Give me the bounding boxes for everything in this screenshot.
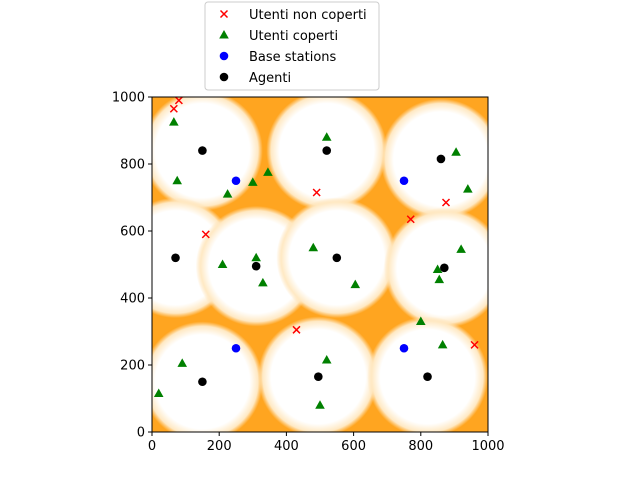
- agent-point: [332, 253, 342, 263]
- agent-point: [314, 372, 323, 382]
- covered-user-point: [308, 242, 319, 252]
- agent-point: [440, 263, 449, 273]
- y-tick-label: 200: [120, 359, 145, 374]
- agent-point: [436, 154, 446, 164]
- covered-user-point: [321, 354, 332, 364]
- x-tick-label: 1000: [471, 439, 504, 454]
- covered-user-point: [350, 279, 361, 289]
- x-tick-label: 0: [148, 439, 156, 454]
- plot-frame: [151, 96, 489, 433]
- legend-label-agents: Agenti: [249, 71, 291, 86]
- legend: Utenti non coperti Utenti coperti Base s…: [204, 1, 380, 91]
- covered-user-point: [169, 117, 179, 126]
- legend-marker-non-covered: [219, 9, 229, 19]
- non-covered-user-point: [169, 104, 178, 113]
- non-covered-user-point: [292, 325, 301, 334]
- y-tick-label: 800: [120, 158, 145, 173]
- covered-user-point: [416, 316, 426, 325]
- coverage-area: [380, 98, 488, 220]
- y-tick-label: 600: [120, 225, 145, 240]
- x-tick-label: 800: [408, 439, 433, 454]
- non-covered-user-point: [441, 198, 451, 207]
- points-layer: [153, 97, 479, 409]
- covered-user-point: [177, 358, 188, 367]
- non-covered-user-point: [406, 215, 415, 224]
- legend-marker-covered: [219, 30, 229, 39]
- agent-point: [322, 146, 332, 155]
- legend-box: [204, 1, 380, 91]
- covered-user-point: [321, 132, 332, 141]
- legend-marker-agents: [219, 72, 229, 82]
- covered-user-point: [263, 167, 273, 176]
- non-covered-user-point: [174, 97, 183, 105]
- non-covered-user-point: [470, 340, 479, 349]
- covered-user-point: [315, 400, 325, 409]
- covered-user-point: [153, 388, 164, 397]
- y-tick-label: 0: [137, 426, 145, 441]
- x-tick-label: 200: [207, 439, 232, 454]
- legend-marker-base-stations: [219, 51, 229, 61]
- covered-user-point: [437, 339, 448, 349]
- x-tick-label: 400: [274, 439, 299, 454]
- covered-user-point: [217, 259, 228, 268]
- non-covered-user-point: [312, 188, 321, 197]
- legend-label-covered: Utenti coperti: [249, 29, 338, 44]
- agent-point: [251, 261, 261, 271]
- axis-ticks: 0 200 400 600 800 1000 0 200 400 600 800 1000: [112, 91, 505, 455]
- legend-label-non-covered: Utenti non coperti: [249, 8, 367, 23]
- covered-user-point: [172, 175, 182, 185]
- covered-user-point: [432, 264, 443, 274]
- agent-point: [198, 377, 207, 387]
- agent-point: [423, 372, 432, 382]
- covered-user-point: [451, 147, 461, 156]
- agent-point: [171, 253, 180, 263]
- agent-point: [198, 146, 207, 155]
- legend-markers: [219, 9, 229, 82]
- base-station-point: [231, 343, 241, 353]
- covered-user-point: [434, 274, 445, 284]
- covered-user-point: [258, 277, 268, 287]
- y-tick-label: 1000: [112, 91, 145, 106]
- covered-user-point: [251, 252, 261, 262]
- covered-user-point: [248, 177, 258, 186]
- base-station-point: [231, 176, 241, 186]
- base-station-point: [399, 176, 409, 186]
- non-covered-user-point: [201, 230, 210, 239]
- legend-label-base-stations: Base stations: [249, 50, 337, 65]
- y-tick-label: 400: [120, 292, 145, 307]
- covered-user-point: [222, 189, 233, 198]
- base-station-point: [399, 343, 409, 353]
- x-tick-label: 600: [341, 439, 366, 454]
- covered-user-point: [456, 244, 466, 253]
- covered-user-point: [463, 184, 473, 193]
